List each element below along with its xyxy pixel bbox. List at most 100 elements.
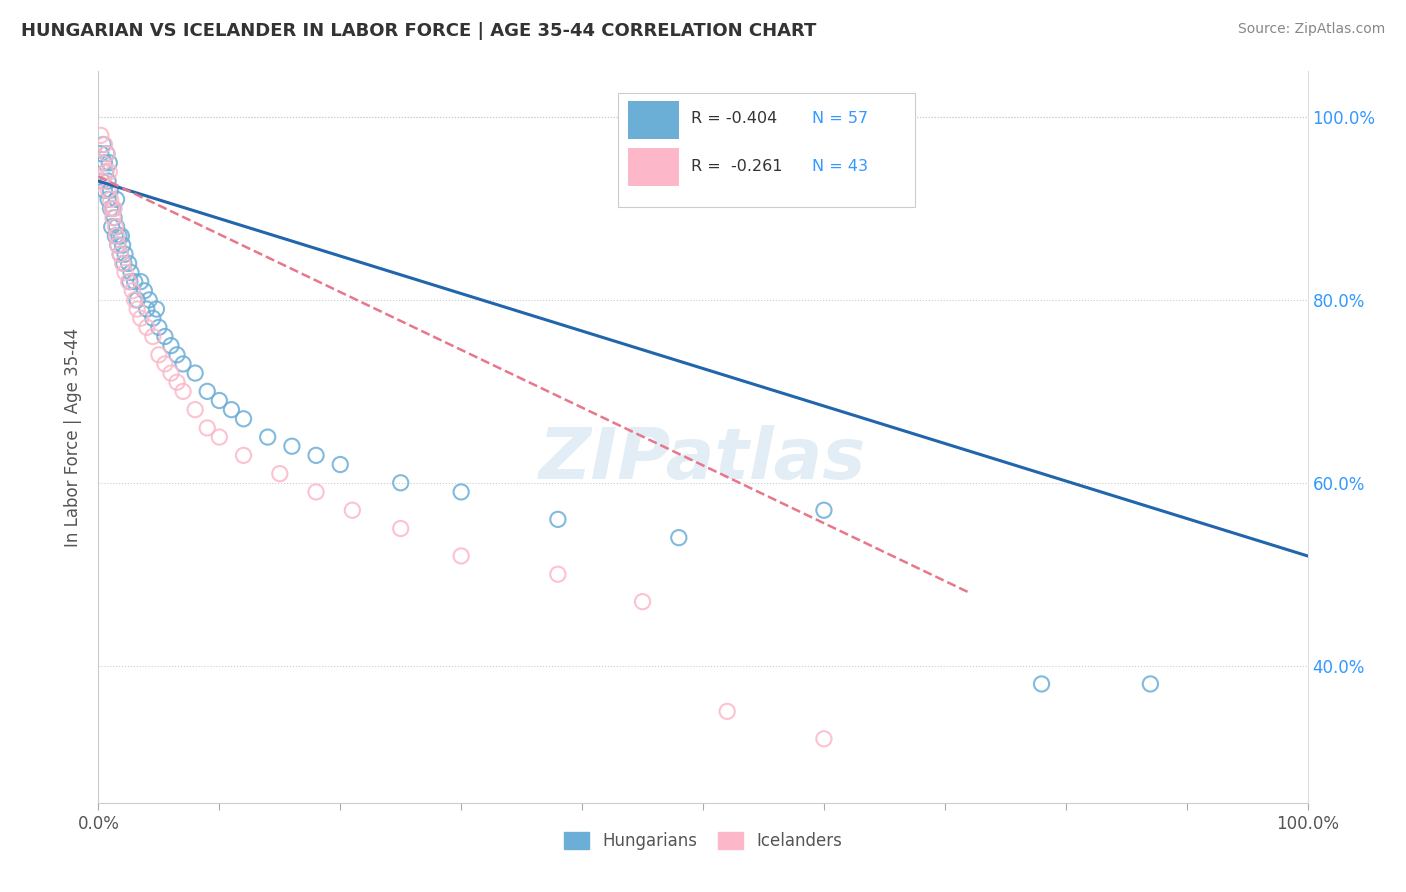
Point [108, 247, 131, 261]
Point [98, 165, 121, 179]
Point [135, 320, 157, 334]
Point [103, 211, 125, 225]
Point [450, 485, 472, 500]
Point [108, 247, 131, 261]
Point [153, 329, 176, 343]
Point [104, 228, 127, 243]
Point [389, 521, 412, 535]
Point [184, 402, 207, 417]
Point [142, 311, 165, 326]
Point [195, 384, 218, 399]
Text: R = -0.404: R = -0.404 [690, 112, 778, 127]
Point [142, 329, 165, 343]
Legend: Hungarians, Icelanders: Hungarians, Icelanders [558, 825, 848, 856]
Point [93, 155, 115, 169]
Point [91, 174, 114, 188]
Point [256, 430, 278, 444]
Point [90, 146, 112, 161]
Text: N = 57: N = 57 [811, 112, 868, 127]
Point [112, 256, 135, 270]
Point [208, 430, 231, 444]
Point [93, 137, 115, 152]
Text: R =  -0.261: R = -0.261 [690, 159, 782, 174]
FancyBboxPatch shape [628, 148, 679, 186]
Point [145, 301, 167, 317]
Point [195, 421, 218, 435]
Point [1031, 677, 1053, 691]
Text: Source: ZipAtlas.com: Source: ZipAtlas.com [1237, 22, 1385, 37]
FancyBboxPatch shape [628, 101, 679, 138]
Point [716, 705, 738, 719]
Point [124, 275, 146, 289]
Point [148, 348, 170, 362]
Point [96, 146, 118, 161]
Point [134, 284, 156, 298]
Point [105, 228, 128, 243]
Point [232, 449, 254, 463]
Point [98, 155, 121, 169]
Point [221, 402, 243, 417]
Point [100, 192, 122, 206]
Point [100, 219, 122, 234]
Point [160, 366, 183, 380]
Point [93, 183, 115, 197]
Point [101, 211, 124, 225]
Point [108, 228, 131, 243]
Point [129, 275, 152, 289]
Point [631, 595, 654, 609]
Point [121, 284, 143, 298]
Point [97, 192, 120, 206]
Text: HUNGARIAN VS ICELANDER IN LABOR FORCE | AGE 35-44 CORRELATION CHART: HUNGARIAN VS ICELANDER IN LABOR FORCE | … [21, 22, 817, 40]
Point [111, 238, 134, 252]
Point [208, 393, 231, 408]
Point [305, 449, 328, 463]
Point [118, 256, 141, 270]
Point [329, 458, 352, 472]
Point [94, 165, 117, 179]
Text: ZIPatlas: ZIPatlas [540, 425, 866, 493]
Point [305, 485, 328, 500]
Point [232, 411, 254, 425]
Point [91, 137, 114, 152]
Point [129, 311, 152, 326]
Point [166, 348, 188, 362]
Point [105, 192, 128, 206]
Point [281, 439, 304, 453]
Point [107, 238, 129, 252]
Point [94, 165, 117, 179]
Point [668, 531, 690, 545]
Point [100, 202, 122, 216]
Point [813, 503, 835, 517]
Point [118, 275, 141, 289]
Point [100, 202, 122, 216]
Y-axis label: In Labor Force | Age 35-44: In Labor Force | Age 35-44 [65, 327, 83, 547]
Point [111, 256, 134, 270]
Point [342, 503, 364, 517]
Point [160, 339, 183, 353]
FancyBboxPatch shape [619, 94, 915, 207]
Point [110, 228, 132, 243]
Point [97, 174, 120, 188]
Point [135, 301, 157, 317]
Point [105, 219, 128, 234]
Point [96, 146, 118, 161]
Point [100, 183, 122, 197]
Point [127, 301, 149, 317]
Point [118, 275, 141, 289]
Point [172, 384, 194, 399]
Point [104, 219, 127, 234]
Point [138, 293, 160, 307]
Point [114, 247, 136, 261]
Point [1139, 677, 1161, 691]
Point [120, 266, 142, 280]
Point [90, 128, 112, 143]
Point [91, 155, 114, 169]
Point [547, 567, 569, 582]
Point [547, 512, 569, 526]
Point [450, 549, 472, 563]
Point [91, 174, 114, 188]
Point [124, 293, 146, 307]
Point [107, 238, 129, 252]
Point [269, 467, 291, 481]
Point [389, 475, 412, 490]
